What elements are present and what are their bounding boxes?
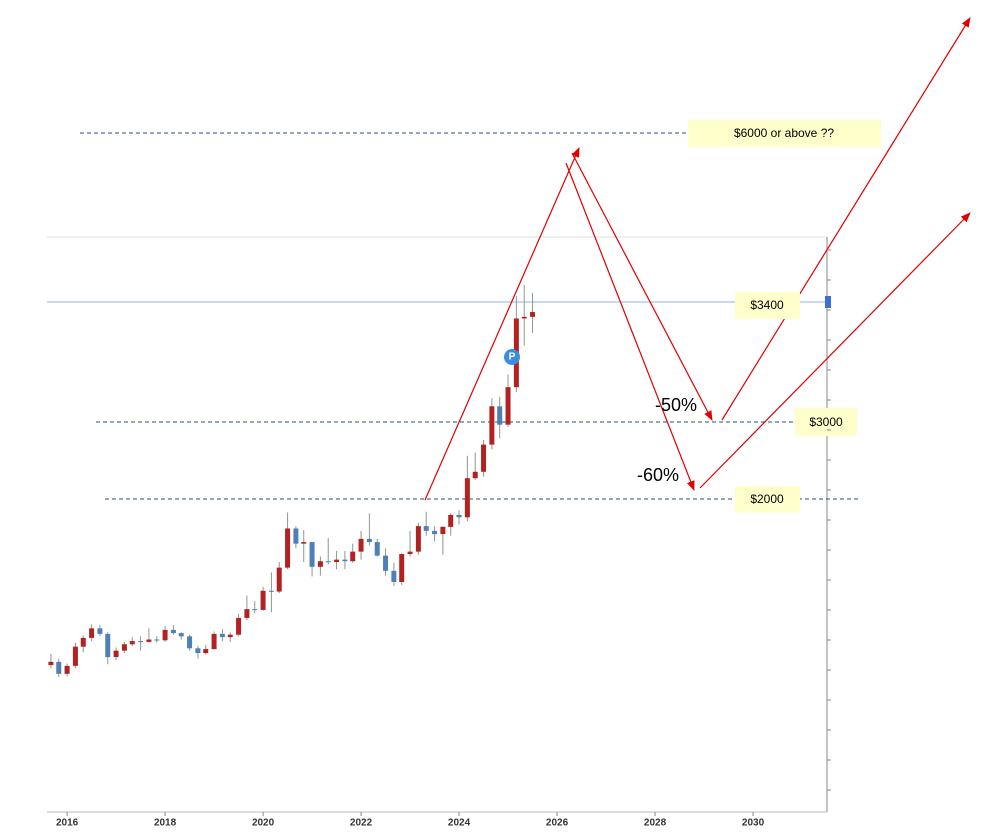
candle-body <box>301 542 307 544</box>
candle-body <box>456 514 462 518</box>
x-tick-label: 2020 <box>252 818 275 829</box>
candle-body <box>276 567 282 592</box>
arrow <box>571 152 713 421</box>
candle-body <box>154 639 160 641</box>
candle-body <box>423 526 429 531</box>
candle-body <box>146 639 152 642</box>
candle-body <box>374 542 380 556</box>
candle-body <box>227 634 233 638</box>
candle-body <box>325 561 331 563</box>
candle-body <box>236 617 242 635</box>
x-tick-label: 2028 <box>644 818 667 829</box>
candle-body <box>260 590 266 610</box>
note-box <box>688 120 881 147</box>
candle-body <box>317 561 323 567</box>
price-marker <box>825 296 831 308</box>
x-tick-label: 2016 <box>56 818 79 829</box>
candle-body <box>342 559 348 562</box>
candle-body <box>309 542 315 567</box>
candle-body <box>407 551 413 555</box>
candle-body <box>121 644 127 651</box>
candle-body <box>399 554 405 582</box>
x-tick-label: 2024 <box>448 818 471 829</box>
arrow <box>699 212 971 489</box>
candle-body <box>530 312 536 317</box>
candle-body <box>170 629 176 634</box>
candle-body <box>162 629 168 641</box>
note: $6000 or above ?? <box>734 126 834 140</box>
candles <box>48 284 536 678</box>
candle-body <box>481 444 487 472</box>
candle-body <box>203 649 209 654</box>
candle-body <box>129 641 135 645</box>
candle-body <box>440 526 446 535</box>
candle-body <box>358 538 364 552</box>
candle-body <box>252 609 258 611</box>
candle-body <box>105 633 111 658</box>
candle-body <box>64 665 70 674</box>
drop-label: -50% <box>655 395 697 415</box>
candle-body <box>195 648 201 654</box>
candle-body <box>497 406 503 425</box>
candle-body <box>505 387 511 425</box>
candle-body <box>383 555 389 571</box>
candle-body <box>244 609 250 618</box>
candle-body <box>448 514 454 527</box>
note: $2000 <box>750 492 784 506</box>
candle-body <box>72 646 78 666</box>
x-tick-label: 2026 <box>546 818 569 829</box>
note-box <box>735 292 800 319</box>
candle-body <box>432 530 438 535</box>
marker-icon[interactable] <box>504 349 520 365</box>
arrow <box>424 147 580 501</box>
candle-body <box>187 636 193 649</box>
candle-body <box>391 570 397 582</box>
candle-body <box>48 661 54 666</box>
arrow <box>565 162 695 491</box>
note: $3000 <box>809 415 843 429</box>
candle-body <box>113 650 119 658</box>
candle-body <box>89 628 95 638</box>
candle-body <box>366 538 372 543</box>
candle-body <box>80 637 86 647</box>
x-tick-label: 2030 <box>742 818 765 829</box>
candle-body <box>285 528 291 568</box>
note-box <box>795 408 857 436</box>
candle-body <box>489 406 495 445</box>
note-box <box>735 486 800 513</box>
candle-body <box>178 633 184 637</box>
candle-body <box>464 478 470 518</box>
candle-body <box>350 551 356 562</box>
x-tick-label: 2022 <box>350 818 373 829</box>
candle-body <box>293 528 299 544</box>
candle-body <box>472 471 478 479</box>
candle-body <box>56 661 62 674</box>
x-tick-label: 2018 <box>154 818 177 829</box>
candle-body <box>521 316 527 319</box>
candle-body <box>219 633 225 638</box>
candle-body <box>211 633 217 650</box>
arrow <box>721 17 971 421</box>
candle-body <box>268 590 274 592</box>
marker-label[interactable]: P <box>509 352 516 363</box>
candle-body <box>415 526 421 552</box>
candle-body <box>97 628 103 634</box>
drop-label: -60% <box>637 465 679 485</box>
candle-body <box>334 559 340 563</box>
candle-body <box>138 641 144 643</box>
note: $3400 <box>750 298 784 312</box>
